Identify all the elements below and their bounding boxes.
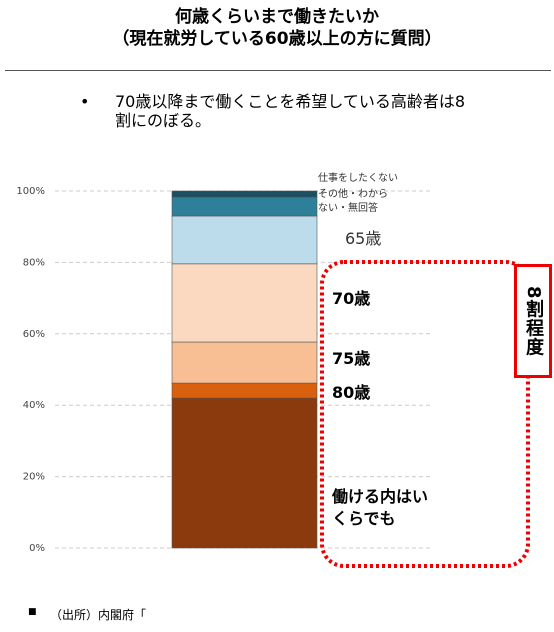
- chart-title: 何歳くらいまで働きたいか: [175, 7, 379, 27]
- bar-segment: [171, 263, 318, 343]
- bar-segment: [171, 196, 318, 217]
- y-tick-label: 80%: [23, 257, 45, 268]
- legend-label: その他・わからない・無回答: [318, 189, 388, 214]
- highlight-frame: [320, 260, 530, 568]
- bar-segment: [171, 341, 318, 384]
- bar-segment: [171, 382, 318, 399]
- source: （出所）内閣府「: [50, 608, 147, 622]
- legend-label: 70歳: [332, 289, 371, 308]
- bar-segment: [171, 397, 318, 549]
- title-block: 何歳くらいまで働きたいか （現在就労している60歳以上の方に質問）: [0, 6, 554, 50]
- divider: [5, 70, 551, 71]
- bar-segment: [171, 190, 318, 198]
- legend-label: 働ける内はいくらでも: [332, 487, 429, 528]
- legend-label: 仕事をしたくない: [318, 173, 398, 184]
- y-tick-label: 40%: [23, 400, 45, 411]
- note: 70歳以降まで働くことを希望している高齢者は8割にのぼる。: [115, 92, 466, 130]
- annotation: 8割程度: [514, 264, 552, 378]
- legend-label: 65歳: [345, 229, 382, 248]
- legend-label: 75歳: [332, 349, 371, 368]
- bullet: •: [80, 92, 90, 111]
- source-marker: ■: [28, 607, 37, 617]
- y-tick-label: 100%: [16, 186, 45, 197]
- chart-subtitle: （現在就労している60歳以上の方に質問）: [112, 29, 442, 49]
- y-tick-label: 60%: [23, 329, 45, 340]
- y-tick-label: 20%: [23, 472, 45, 483]
- legend-label: 80歳: [332, 383, 371, 402]
- bar-segment: [171, 215, 318, 265]
- y-tick-label: 0%: [29, 543, 45, 554]
